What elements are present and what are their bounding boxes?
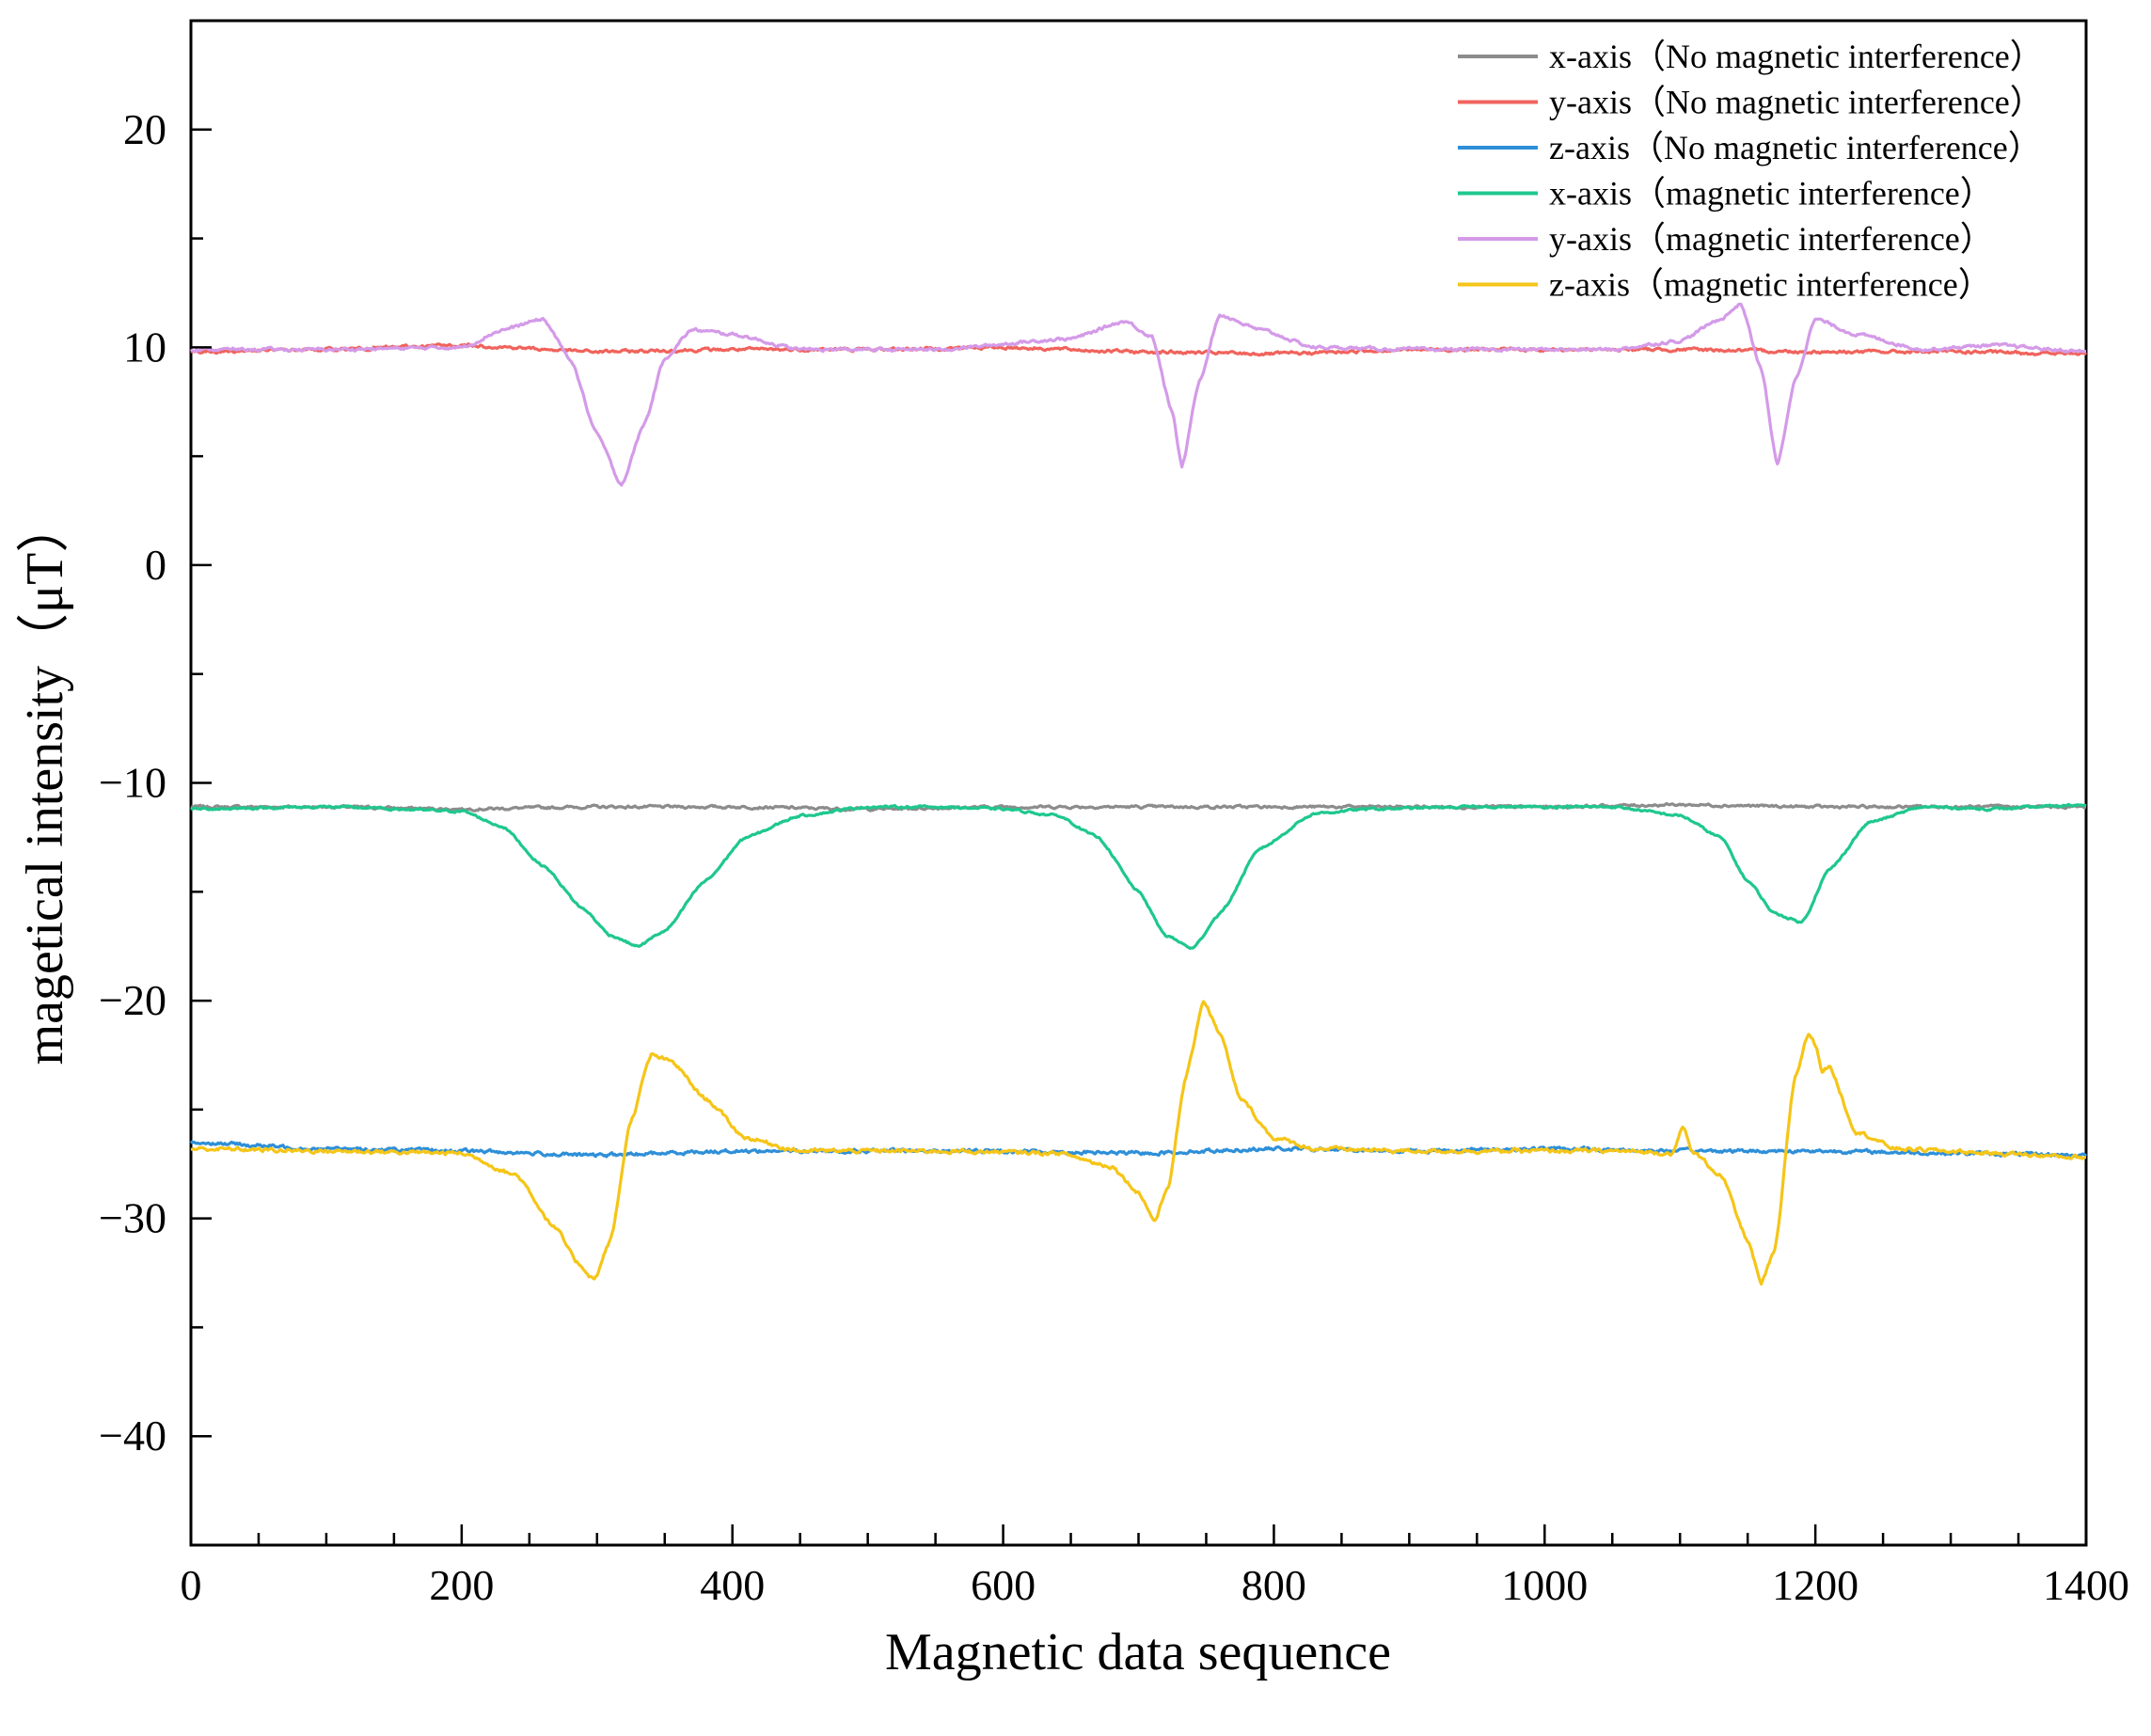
- series-line: [190, 1000, 2087, 1286]
- x-tick-label: 200: [429, 1561, 494, 1609]
- x-tick-label: 0: [181, 1561, 202, 1609]
- legend: x-axis（No magnetic interference） y-axis（N…: [1458, 38, 2044, 304]
- legend-label: x-axis（No magnetic interference）: [1549, 38, 2044, 75]
- x-axis-ticks: 0 200 400 600 800 1000 1200 1400: [181, 1524, 2129, 1609]
- series-line: [189, 1140, 2088, 1159]
- y-tick-label: 20: [123, 105, 166, 153]
- series-line: [190, 801, 2087, 813]
- y-axis-ticks: −40 −30 −20 −10 0 10 20: [99, 19, 212, 1547]
- legend-label: y-axis（No magnetic interference）: [1549, 84, 2044, 121]
- series-layer: [189, 302, 2088, 1286]
- legend-label: z-axis（magnetic interference）: [1549, 266, 1992, 304]
- y-tick-label: −30: [99, 1194, 166, 1242]
- x-tick-label: 1200: [1772, 1561, 1858, 1609]
- x-tick-label: 800: [1242, 1561, 1306, 1609]
- y-tick-label: −40: [99, 1412, 166, 1460]
- x-tick-label: 1400: [2043, 1561, 2129, 1609]
- y-tick-label: −20: [99, 976, 166, 1024]
- legend-label: y-axis（magnetic interference）: [1549, 220, 1994, 258]
- y-tick-label: 0: [145, 541, 166, 589]
- x-axis-title: Magnetic data sequence: [885, 1623, 1391, 1681]
- x-tick-label: 400: [700, 1561, 765, 1609]
- x-tick-label: 600: [971, 1561, 1036, 1609]
- series-line: [190, 342, 2088, 357]
- y-tick-label: −10: [99, 759, 166, 807]
- y-tick-label: 10: [123, 323, 166, 371]
- y-axis-title: magetical intensity（μT）: [16, 500, 74, 1065]
- x-tick-label: 1000: [1501, 1561, 1588, 1609]
- legend-label: z-axis（No magnetic interference）: [1549, 129, 2042, 166]
- legend-label: x-axis（magnetic interference）: [1549, 175, 1994, 213]
- series-line: [190, 802, 2087, 950]
- series-line: [189, 302, 2087, 487]
